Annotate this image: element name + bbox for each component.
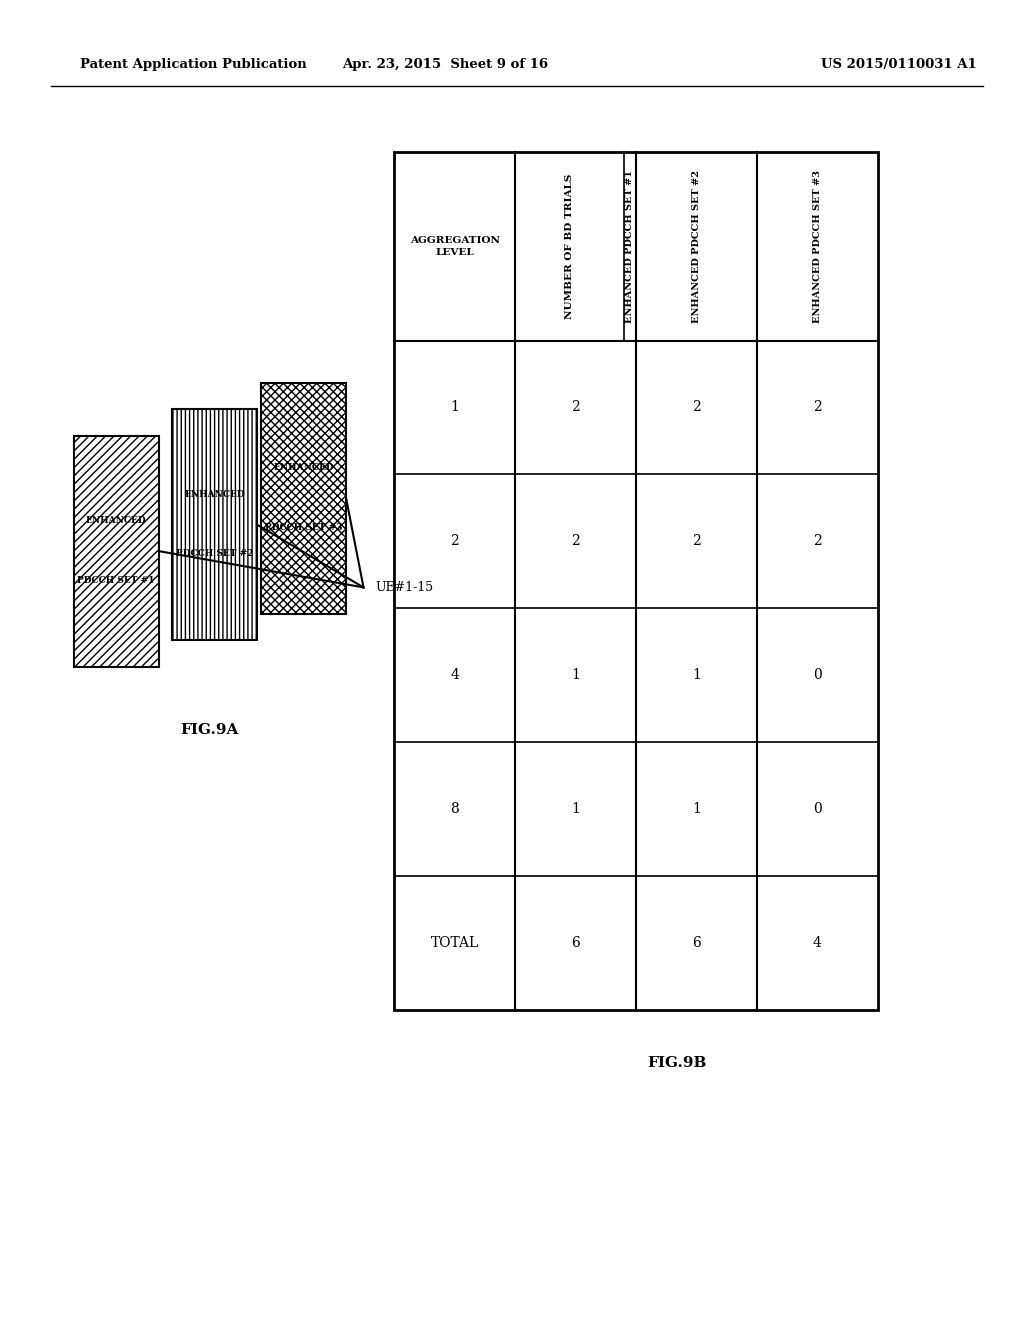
Text: FIG.9A: FIG.9A <box>180 723 240 738</box>
Text: 0: 0 <box>813 668 821 682</box>
Text: TOTAL: TOTAL <box>430 936 479 950</box>
Text: FIG.9B: FIG.9B <box>647 1056 707 1071</box>
Text: ENHANCED: ENHANCED <box>184 490 245 499</box>
Text: ENHANCED PDCCH SET #2: ENHANCED PDCCH SET #2 <box>692 170 700 322</box>
Text: 2: 2 <box>571 400 580 414</box>
Bar <box>394 152 878 1010</box>
Text: 1: 1 <box>451 400 459 414</box>
Text: US 2015/0110031 A1: US 2015/0110031 A1 <box>821 58 977 71</box>
Text: ENHANCED: ENHANCED <box>273 463 334 473</box>
Text: ENHANCED PDCCH SET #3: ENHANCED PDCCH SET #3 <box>813 170 821 322</box>
Text: 1: 1 <box>571 668 580 682</box>
Text: 2: 2 <box>571 535 580 548</box>
Text: PDCCH SET #2: PDCCH SET #2 <box>176 549 253 558</box>
Text: 8: 8 <box>451 803 459 816</box>
Text: 4: 4 <box>813 936 821 950</box>
Text: 1: 1 <box>692 668 700 682</box>
Text: 2: 2 <box>692 535 700 548</box>
Text: UE#1-15: UE#1-15 <box>376 581 434 594</box>
Text: 1: 1 <box>571 803 580 816</box>
Text: 2: 2 <box>813 400 821 414</box>
Text: 6: 6 <box>692 936 700 950</box>
Text: 2: 2 <box>692 400 700 414</box>
Text: Patent Application Publication: Patent Application Publication <box>80 58 306 71</box>
Text: 4: 4 <box>451 668 459 682</box>
Bar <box>172 409 257 640</box>
Text: ENHANCED: ENHANCED <box>86 516 146 525</box>
Text: PDCCH SET #1: PDCCH SET #1 <box>78 576 155 585</box>
Text: 2: 2 <box>813 535 821 548</box>
Bar <box>261 383 346 614</box>
Text: AGGREGATION
LEVEL: AGGREGATION LEVEL <box>410 236 500 256</box>
Text: Apr. 23, 2015  Sheet 9 of 16: Apr. 23, 2015 Sheet 9 of 16 <box>342 58 549 71</box>
Text: PDCCH SET #3: PDCCH SET #3 <box>265 523 342 532</box>
Text: 2: 2 <box>451 535 459 548</box>
Text: 0: 0 <box>813 803 821 816</box>
Text: 1: 1 <box>692 803 700 816</box>
Text: 6: 6 <box>571 936 580 950</box>
Text: NUMBER OF BD TRIALS: NUMBER OF BD TRIALS <box>565 173 573 319</box>
Text: ENHANCED PDCCH SET #1: ENHANCED PDCCH SET #1 <box>626 170 634 322</box>
Bar <box>74 436 159 667</box>
